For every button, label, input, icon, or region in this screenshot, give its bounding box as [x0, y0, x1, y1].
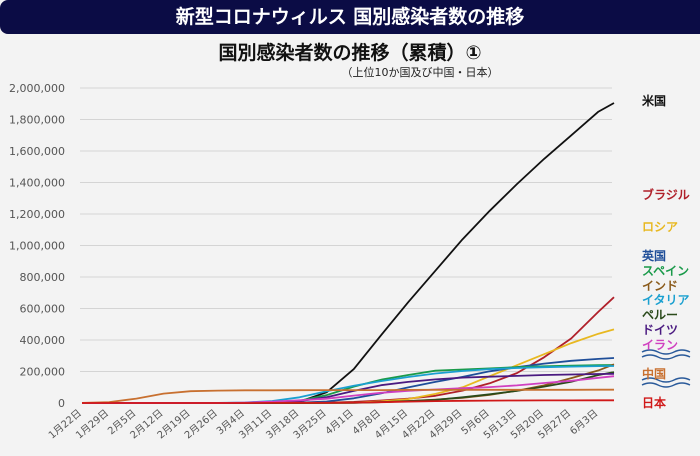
- x-tick-label: 6月3日: [568, 407, 601, 437]
- x-tick-label: 4月1日: [323, 407, 356, 437]
- legend-label-italy: イタリア: [642, 293, 690, 307]
- legend-label-iran: イラン: [642, 338, 679, 352]
- banner-title: 新型コロナウィルス 国別感染者数の推移: [0, 0, 700, 34]
- chart-subtitle: （上位10か国及び中国・日本）: [341, 66, 499, 79]
- legend-label-china: 中国: [642, 367, 667, 381]
- legend-label-russia: ロシア: [642, 220, 679, 234]
- y-tick-label: 600,000: [20, 303, 66, 316]
- wave-separator-icon: [641, 354, 691, 360]
- y-tick-label: 1,600,000: [9, 145, 65, 158]
- legend-label-brazil: ブラジル: [642, 188, 690, 202]
- series-line-日本: [82, 399, 614, 404]
- legend-label-india: インド: [642, 279, 679, 293]
- y-tick-label: 200,000: [20, 366, 66, 379]
- wave-separator-icon: [641, 349, 691, 355]
- legend-label-spain: スペイン: [642, 264, 690, 278]
- legend-label-us: 米国: [642, 94, 667, 108]
- y-tick-label: 2,000,000: [9, 82, 65, 95]
- y-tick-label: 1,200,000: [9, 208, 65, 221]
- y-tick-label: 400,000: [20, 334, 66, 347]
- legend-label-uk: 英国: [642, 249, 667, 263]
- y-tick-label: 1,800,000: [9, 114, 65, 127]
- chart-title: 国別感染者数の推移（累積）①: [218, 42, 482, 64]
- y-tick-label: 1,400,000: [9, 177, 65, 190]
- legend-label-germany: ドイツ: [642, 323, 679, 337]
- y-tick-label: 1,000,000: [9, 240, 65, 253]
- series-line-中国: [81, 388, 614, 404]
- y-tick-label: 0: [58, 397, 65, 410]
- y-tick-label: 800,000: [20, 271, 66, 284]
- legend-label-peru: ペルー: [642, 308, 679, 322]
- wave-separator-icon: [641, 382, 691, 388]
- legend-label-japan: 日本: [642, 396, 667, 410]
- wave-separator-icon: [641, 377, 691, 383]
